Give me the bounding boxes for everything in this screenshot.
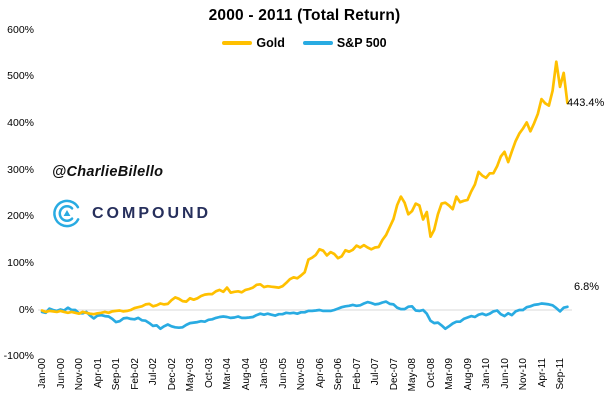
chart-title: 2000 - 2011 (Total Return) (208, 7, 401, 24)
y-tick-label: 400% (7, 116, 34, 129)
compound-logo: COMPOUND (52, 198, 211, 229)
x-tick-label: Nov-10 (518, 358, 529, 391)
compound-logo-text: COMPOUND (92, 204, 212, 222)
sp500-line-series (40, 300, 569, 331)
y-tick-label: 600% (7, 23, 34, 36)
compound-logo-icon (53, 199, 81, 228)
x-tick-label: Feb-07 (351, 358, 363, 390)
x-tick-label: Nov-05 (296, 358, 307, 391)
x-tick-label: Jan-00 (37, 358, 48, 389)
y-tick-label: 100% (7, 256, 34, 269)
x-tick-label: Aug-09 (462, 358, 474, 391)
legend-item-gold: Gold (222, 36, 285, 50)
x-tick-label: May-08 (407, 358, 418, 392)
x-tick-label: Dec-07 (388, 358, 400, 391)
y-tick-label: 0% (18, 303, 34, 316)
x-tick-label: Sep-06 (333, 358, 344, 391)
x-tick-label: Oct-03 (203, 358, 215, 389)
legend-label-sp500: S&P 500 (336, 36, 387, 50)
x-tick-label: Mar-09 (444, 358, 455, 390)
x-tick-label: Jul-02 (148, 358, 159, 386)
x-tick-label: Jul-07 (370, 358, 381, 386)
x-tick-label: Aug-04 (240, 358, 252, 391)
x-tick-label: Jun-00 (55, 358, 67, 389)
x-tick-label: Feb-02 (129, 358, 141, 390)
x-tick-label: Jan-05 (259, 358, 270, 389)
x-tick-label: May-03 (185, 358, 196, 392)
x-tick-label: Oct-08 (425, 358, 437, 389)
x-tick-label: Apr-06 (314, 358, 326, 389)
legend-item-sp500: S&P 500 (302, 36, 387, 50)
triangle-icon (63, 210, 71, 216)
gold-line-series (40, 60, 569, 316)
x-tick-label: Dec-02 (166, 358, 178, 391)
gold-end-value-label: 443.4% (567, 97, 605, 109)
x-tick-label: Sep-11 (555, 358, 566, 390)
x-tick-label: Sep-01 (111, 358, 122, 391)
x-tick-label: Jan-10 (481, 358, 492, 389)
y-tick-label: 300% (7, 163, 34, 176)
x-tick-label: Apr-01 (92, 358, 104, 389)
y-tick-label: 200% (7, 210, 34, 223)
sp500-end-value-label: 6.8% (574, 281, 600, 293)
x-tick-label: Jun-05 (277, 358, 289, 389)
legend-label-gold: Gold (256, 36, 285, 50)
y-tick-label: 500% (7, 70, 34, 83)
twitter-handle-watermark: @CharlieBilello (52, 164, 164, 180)
y-tick-label: -100% (3, 350, 34, 363)
sp500-line-swatch-icon (302, 41, 333, 45)
x-tick-label: Apr-11 (536, 358, 548, 388)
legend: Gold S&P 500 (0, 36, 609, 50)
gold-line-swatch-icon (222, 41, 253, 45)
x-tick-label: Nov-00 (74, 358, 85, 391)
x-tick-label: Jun-10 (499, 358, 511, 389)
x-tick-label: Mar-04 (222, 358, 233, 390)
